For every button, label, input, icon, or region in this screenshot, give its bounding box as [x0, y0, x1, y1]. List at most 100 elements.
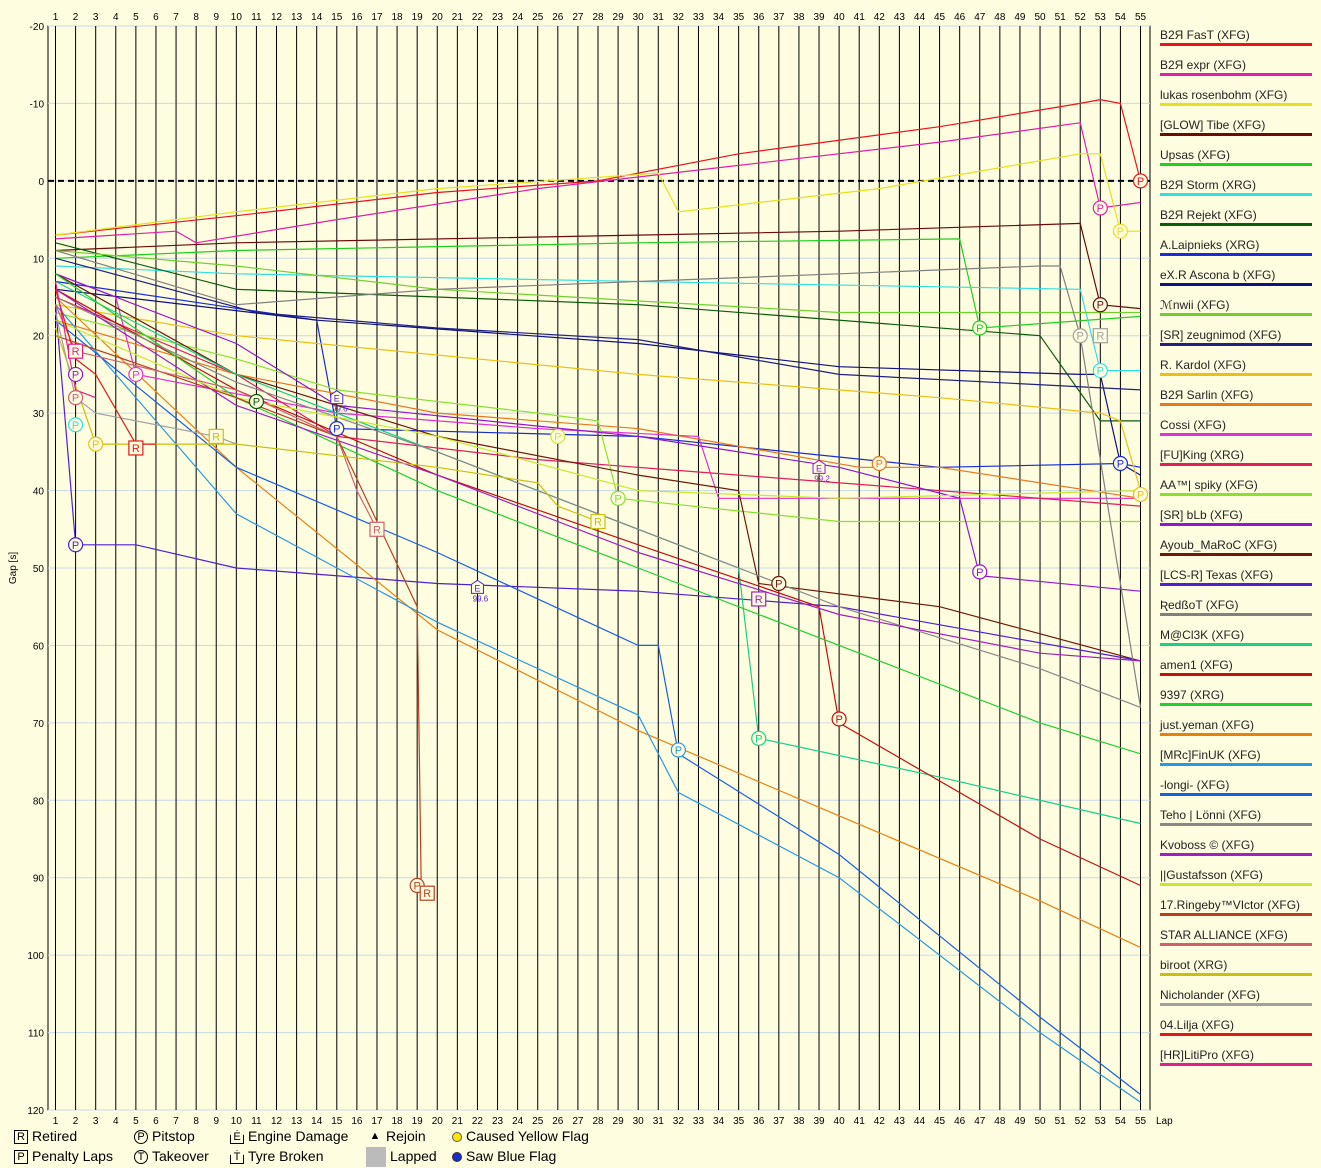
legend-item-label: B2Я Rejekt (XFG)	[1160, 208, 1257, 222]
x-tick-label-top: 39	[813, 12, 825, 23]
x-tick-label-top: 49	[1014, 12, 1026, 23]
series-line	[55, 311, 1141, 523]
pitstop-marker	[972, 564, 988, 580]
series-line	[55, 304, 1142, 491]
legend-item: [FU]King (XRG)	[1158, 446, 1316, 476]
legend-item-label: A.Laipnieks (XRG)	[1160, 238, 1260, 252]
series-line	[55, 288, 1141, 476]
legend-swatch	[1160, 973, 1312, 976]
x-tick-label-top: 13	[291, 12, 303, 23]
x-tick-label-top: 36	[753, 12, 765, 23]
y-tick-label: 120	[27, 1106, 44, 1117]
pitstop-marker-glyph: P	[72, 540, 79, 552]
series-line	[55, 98, 1142, 236]
x-tick-label-top: 10	[231, 12, 243, 23]
series-line	[55, 319, 1141, 499]
x-tick-label-top: 34	[713, 12, 725, 23]
x-tick-label-top: 15	[331, 12, 343, 23]
retired-marker	[751, 591, 767, 607]
pitstop-marker-glyph: P	[132, 369, 139, 381]
pitstop-marker-glyph: P	[876, 458, 883, 470]
engine-damage-marker	[812, 459, 826, 474]
pitstop-marker	[1132, 173, 1149, 189]
x-tick-label-top: 22	[472, 12, 484, 23]
x-tick-label-bottom: 10	[231, 1116, 243, 1127]
x-tick-label-top: 19	[412, 12, 424, 23]
x-tick-label-top: 55	[1135, 12, 1147, 23]
x-tick-label-top: 12	[271, 12, 283, 23]
x-tick-label-bottom: 37	[773, 1116, 785, 1127]
x-tick-label-top: 50	[1034, 12, 1046, 23]
legend-item-label: [SR] zeugnimod (XFG)	[1160, 328, 1282, 342]
pitstop-marker-glyph: P	[1137, 489, 1144, 501]
x-tick-label-bottom: 33	[693, 1116, 705, 1127]
legend-item: lukas rosenbohm (XFG)	[1158, 86, 1316, 116]
engine-damage-value: 99.6	[473, 594, 489, 603]
legend-item: Ayoub_MaRoC (XFG)	[1158, 536, 1316, 566]
legend-swatch	[1160, 643, 1312, 646]
x-tick-label-bottom: 5	[133, 1116, 139, 1127]
legend-item: ƦedßoT (XFG)	[1158, 596, 1316, 626]
legend-swatch	[1160, 1063, 1312, 1066]
x-tick-label-top: 2	[73, 12, 79, 23]
x-tick-label-bottom: 32	[673, 1116, 685, 1127]
pitstop-marker	[771, 575, 787, 592]
x-tick-label-top: 24	[512, 12, 524, 23]
legend-item-label: M@Cl3K (XFG)	[1160, 628, 1245, 642]
legend-item: STAR ALLIANCE (XFG)	[1158, 926, 1316, 956]
engine-damage-value: 99.6	[332, 405, 348, 414]
legend-item-label: ℳnwii (XFG)	[1160, 298, 1230, 312]
legend-swatch	[1160, 43, 1312, 46]
x-tick-label-bottom: 31	[653, 1116, 665, 1127]
retired-marker	[1092, 328, 1108, 344]
x-tick-label-top: 4	[113, 12, 119, 23]
pitstop-marker	[670, 742, 686, 758]
legend-item-label: B2Я Sarlin (XFG)	[1160, 388, 1254, 402]
engine-damage-marker-glyph: E	[474, 583, 480, 593]
x-tick-label-bottom: 6	[153, 1116, 159, 1127]
y-tick-label: 110	[28, 1029, 44, 1040]
x-tick-label-bottom: 21	[452, 1116, 464, 1127]
key-tyre-broken-label: Tyre Broken	[248, 1148, 324, 1164]
x-tick-label-top: 11	[251, 12, 262, 23]
legend-item-label: Upsas (XFG)	[1160, 148, 1231, 162]
pitstop-marker-glyph: P	[614, 493, 621, 505]
series-line	[55, 319, 1141, 1095]
x-tick-label-top: 31	[653, 12, 665, 23]
yellow-flag-icon	[452, 1132, 462, 1143]
y-axis-label: Gap [s]	[8, 552, 19, 584]
x-tick-label-top: 51	[1055, 12, 1067, 23]
blue-flag-icon	[452, 1152, 462, 1163]
x-tick-label-bottom: 4	[113, 1116, 119, 1127]
legend-swatch	[1160, 223, 1312, 226]
x-tick-label-top: 54	[1115, 12, 1127, 23]
y-tick-label: 30	[33, 409, 45, 420]
retired-marker	[590, 513, 606, 530]
key-pitstop-label: Pitstop	[152, 1128, 195, 1144]
retired-marker-glyph: R	[212, 431, 220, 443]
x-tick-label-bottom: 14	[311, 1116, 323, 1127]
legend-item: B2Я Sarlin (XFG)	[1158, 386, 1316, 416]
x-tick-label-bottom: 40	[834, 1116, 846, 1127]
x-tick-label-top: 6	[153, 12, 159, 23]
key-takeover: T Takeover	[134, 1146, 209, 1166]
penalty-laps-icon: P	[14, 1150, 28, 1165]
x-tick-label-bottom: 12	[271, 1116, 283, 1127]
legend-item-label: ƦedßoT (XFG)	[1160, 598, 1239, 612]
retired-marker	[67, 343, 84, 359]
x-tick-label-bottom: 43	[894, 1116, 906, 1127]
legend-swatch	[1160, 463, 1312, 466]
retired-marker-glyph: R	[594, 517, 602, 529]
lapped-swatch-icon	[366, 1147, 386, 1168]
legend-item-label: R. Kardol (XFG)	[1160, 358, 1247, 372]
legend-swatch	[1160, 103, 1312, 106]
x-tick-label-top: 17	[371, 12, 383, 23]
x-tick-label-bottom: 47	[974, 1116, 986, 1127]
legend-item-label: just.yeman (XFG)	[1160, 718, 1255, 732]
marker-key: R Retired P Penalty Laps P Pitstop T Takeove…	[14, 1126, 634, 1168]
pitstop-marker-glyph: P	[976, 567, 983, 579]
key-lapped-label: Lapped	[390, 1148, 437, 1164]
retired-marker-glyph: R	[1096, 331, 1104, 343]
legend-item-label: amen1 (XFG)	[1160, 658, 1233, 672]
pitstop-marker	[1092, 200, 1108, 216]
